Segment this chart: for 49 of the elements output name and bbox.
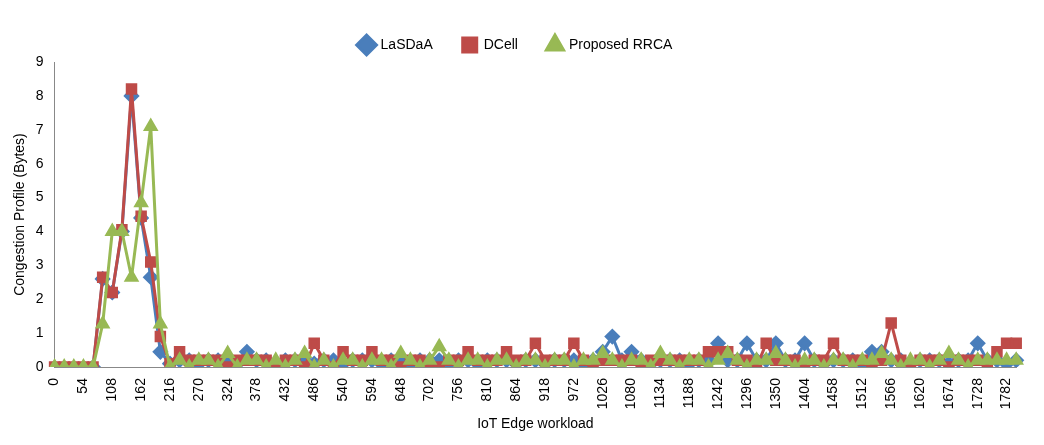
x-tick-label: 108 <box>103 377 120 402</box>
x-tick-label: 1296 <box>737 377 754 410</box>
y-tick-label: 9 <box>35 52 44 69</box>
x-tick-label: 1566 <box>882 377 899 410</box>
x-tick-label: 1620 <box>910 377 927 410</box>
x-tick-label: 1512 <box>853 377 870 410</box>
x-tick-label: 594 <box>362 377 379 402</box>
x-tick-label: 648 <box>391 377 408 402</box>
x-tick-label: 864 <box>507 377 524 402</box>
x-tick-label: 972 <box>564 377 581 402</box>
y-tick-label: 1 <box>35 324 44 341</box>
x-tick-label: 702 <box>420 377 437 402</box>
y-axis-title: Congestion Profile (Bytes) <box>11 133 28 296</box>
x-tick-label: 810 <box>478 377 495 402</box>
legend-label: DCell <box>483 35 518 52</box>
x-tick-label: 270 <box>189 377 206 402</box>
x-tick-label: 162 <box>131 377 148 402</box>
x-tick-label: 216 <box>160 377 177 402</box>
x-tick-label: 1188 <box>680 377 697 409</box>
x-tick-label: 54 <box>74 377 91 394</box>
x-tick-label: 378 <box>247 377 264 402</box>
y-tick-label: 3 <box>35 256 44 273</box>
y-tick-label: 6 <box>35 154 44 171</box>
x-tick-label: 1242 <box>708 377 725 410</box>
legend-label: Proposed RRCA <box>568 35 674 52</box>
x-tick-label: 1404 <box>795 377 812 410</box>
y-tick-label: 2 <box>35 290 44 307</box>
x-tick-label: 756 <box>449 377 466 402</box>
x-tick-label: 486 <box>305 377 322 402</box>
y-tick-label: 4 <box>35 222 44 239</box>
x-tick-label: 1674 <box>939 377 956 410</box>
x-tick-label: 1026 <box>593 377 610 410</box>
x-tick-label: 324 <box>218 377 235 402</box>
y-tick-label: 8 <box>35 86 44 103</box>
legend-label: LaSDaA <box>380 35 434 52</box>
x-tick-label: 1080 <box>622 377 639 410</box>
x-tick-label: 1782 <box>997 377 1014 410</box>
x-tick-label: 432 <box>276 377 293 402</box>
x-tick-label: 1350 <box>766 377 783 410</box>
x-tick-label: 0 <box>45 377 62 386</box>
y-tick-label: 7 <box>35 120 44 137</box>
y-tick-label: 0 <box>35 357 44 374</box>
x-axis-title: IoT Edge workload <box>477 415 594 432</box>
x-tick-label: 1458 <box>824 377 841 410</box>
x-tick-label: 918 <box>535 377 552 402</box>
x-tick-label: 1134 <box>651 377 668 409</box>
x-tick-label: 540 <box>333 377 350 402</box>
y-tick-label: 5 <box>35 188 44 205</box>
x-tick-label: 1728 <box>968 377 985 410</box>
